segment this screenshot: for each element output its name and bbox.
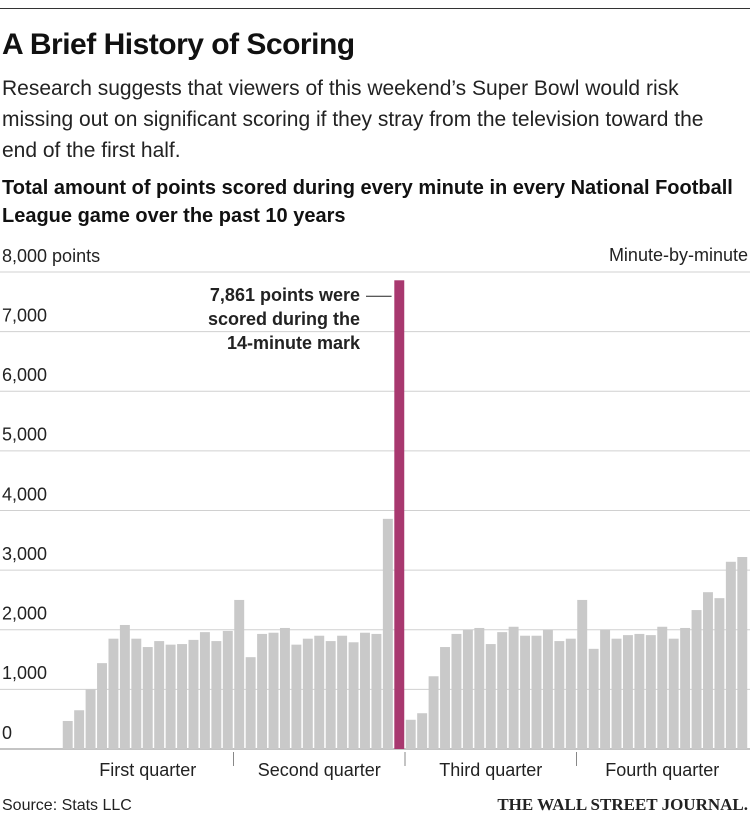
bar — [142, 647, 153, 749]
bar — [177, 644, 188, 749]
bar — [417, 713, 428, 749]
bar — [451, 633, 462, 749]
bar — [474, 627, 485, 749]
bar — [291, 644, 302, 749]
source: Source: Stats LLC — [2, 797, 132, 814]
bar — [222, 630, 233, 749]
top-rule — [0, 8, 750, 9]
chart-title: Total amount of points scored during eve… — [2, 177, 733, 227]
bar — [382, 518, 393, 749]
y-tick-label: 6,000 — [2, 365, 47, 385]
bar — [611, 638, 622, 749]
bar — [577, 599, 588, 749]
bar — [108, 638, 119, 749]
bar — [485, 644, 496, 749]
bar — [737, 557, 748, 749]
bar — [371, 633, 382, 749]
bar — [302, 638, 313, 749]
bar — [268, 632, 279, 749]
bar — [428, 676, 439, 749]
bar — [279, 627, 290, 749]
bar — [74, 710, 85, 749]
subtitle: Research suggests that viewers of this w… — [2, 77, 704, 162]
bar — [85, 689, 96, 749]
bar — [657, 626, 668, 749]
bar — [600, 629, 611, 749]
bar — [165, 644, 176, 749]
bar — [62, 720, 73, 749]
bar — [325, 641, 336, 749]
x-axis-label: Minute-by-minute — [609, 245, 748, 265]
bar — [554, 641, 565, 749]
group-label: Fourth quarter — [605, 760, 719, 780]
bar — [245, 657, 256, 749]
bar — [668, 638, 679, 749]
y-tick-label: 3,000 — [2, 544, 47, 564]
bar — [497, 632, 508, 749]
group-label: Second quarter — [258, 760, 381, 780]
bar — [97, 663, 107, 749]
bar — [588, 648, 599, 749]
bar — [405, 719, 416, 749]
bar — [154, 641, 165, 749]
y-tick-label: 0 — [2, 723, 12, 743]
bar — [314, 635, 325, 749]
annotation: 7,861 points were — [210, 285, 360, 305]
bar — [337, 635, 348, 749]
bar — [714, 598, 725, 749]
bar — [725, 561, 736, 749]
bar — [680, 627, 691, 749]
bar — [703, 592, 713, 749]
bar — [211, 641, 222, 749]
y-tick-label: 4,000 — [2, 484, 47, 504]
publisher: THE WALL STREET JOURNAL. — [497, 795, 748, 814]
y-tick-label: 1,000 — [2, 663, 47, 683]
group-label: Third quarter — [439, 760, 542, 780]
bar — [634, 633, 645, 749]
bar — [508, 626, 519, 749]
title: A Brief History of Scoring — [2, 28, 355, 61]
bar — [360, 632, 370, 749]
bar — [622, 635, 633, 749]
bar — [257, 633, 268, 749]
y-tick-label: 7,000 — [2, 305, 47, 325]
y-tick-label: 8,000 points — [2, 246, 100, 266]
bar — [520, 635, 531, 749]
bar — [542, 629, 553, 749]
bar — [131, 638, 142, 749]
bar — [119, 624, 130, 749]
annotation: scored during the — [208, 309, 360, 329]
bar — [462, 629, 473, 749]
bar — [531, 635, 542, 749]
annotation: 14-minute mark — [227, 333, 361, 353]
bar — [188, 639, 199, 749]
bar — [691, 610, 702, 749]
bar — [440, 647, 450, 749]
group-label: First quarter — [99, 760, 196, 780]
bar — [348, 642, 359, 749]
bar — [199, 632, 210, 749]
y-tick-label: 2,000 — [2, 604, 47, 624]
y-tick-label: 5,000 — [2, 425, 47, 445]
bar — [394, 280, 405, 749]
bar — [565, 638, 576, 749]
bar — [234, 599, 245, 749]
bar — [645, 635, 656, 749]
